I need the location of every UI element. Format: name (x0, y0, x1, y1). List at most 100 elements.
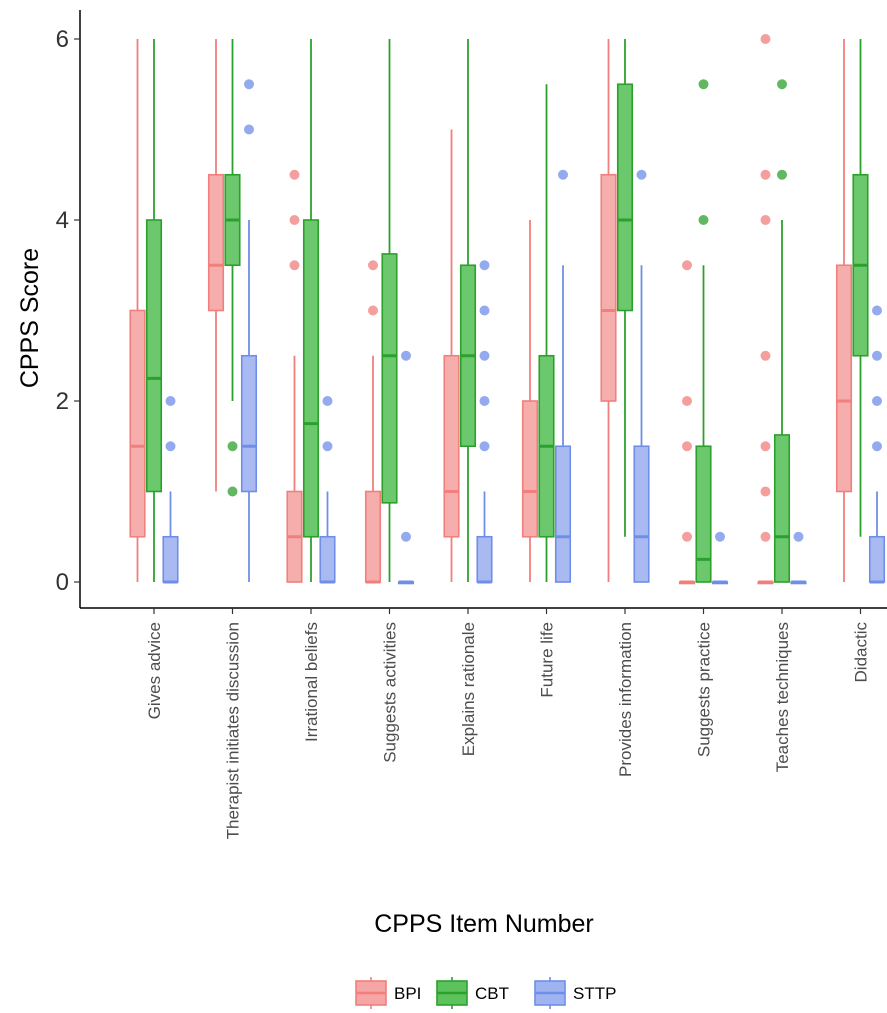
box-body (556, 446, 571, 582)
legend: BPI CBT STTP (356, 977, 616, 1009)
outlier-point (401, 351, 411, 361)
box-body (696, 446, 711, 582)
outlier-point (761, 487, 771, 497)
box-body (870, 537, 885, 582)
box-body (163, 537, 178, 582)
x-tick-label: Explains rationale (459, 622, 478, 756)
x-tick-label: Didactic (852, 622, 871, 683)
box-bpi-5 (523, 220, 538, 582)
outlier-point (715, 532, 725, 542)
outlier-point (166, 441, 176, 451)
x-axis: Gives advice Therapist initiates discussi… (80, 608, 887, 839)
x-tick-label: Future life (538, 622, 557, 698)
x-tick-label: Suggests practice (695, 622, 714, 757)
outlier-point (637, 170, 647, 180)
box-body (618, 84, 633, 310)
box-sttp-4 (477, 260, 492, 582)
box-bpi-6 (601, 39, 616, 582)
box-bpi-2 (287, 170, 302, 582)
y-axis: 0246 (56, 10, 80, 608)
box-bpi-3 (366, 260, 381, 582)
outlier-point (761, 170, 771, 180)
box-cbt-8 (775, 79, 790, 582)
y-axis-title: CPPS Score (16, 248, 44, 388)
outlier-point (761, 441, 771, 451)
box-bpi-4 (444, 130, 459, 583)
box-cbt-7 (696, 79, 711, 582)
outlier-point (480, 396, 490, 406)
outlier-point (290, 260, 300, 270)
outlier-point (794, 532, 804, 542)
box-body (634, 446, 649, 582)
outlier-point (480, 260, 490, 270)
box-sttp-5 (556, 170, 571, 582)
x-tick-label: Provides information (616, 622, 635, 777)
y-tick-label: 2 (56, 388, 69, 415)
outlier-point (290, 215, 300, 225)
outlier-point (761, 34, 771, 44)
box-body (601, 175, 616, 401)
box-sttp-8 (791, 532, 806, 584)
box-sttp-1 (242, 79, 257, 582)
box-bpi-7 (680, 260, 695, 583)
outlier-point (682, 396, 692, 406)
box-cbt-0 (147, 39, 162, 582)
outlier-point (323, 396, 333, 406)
box-cbt-4 (461, 39, 476, 582)
outlier-point (323, 441, 333, 451)
box-body (242, 356, 257, 492)
outlier-point (228, 441, 238, 451)
box-body (147, 220, 162, 492)
box-cbt-1 (225, 39, 240, 497)
outlier-point (682, 532, 692, 542)
plot-area (130, 34, 884, 584)
outlier-point (872, 351, 882, 361)
x-tick-label: Suggests activities (381, 622, 400, 763)
outlier-point (558, 170, 568, 180)
outlier-point (480, 351, 490, 361)
box-body (209, 175, 224, 311)
outlier-point (480, 306, 490, 316)
x-axis-title: CPPS Item Number (374, 910, 594, 938)
box-bpi-8 (758, 34, 773, 584)
x-tick-label: Teaches techniques (773, 622, 792, 772)
box-cbt-6 (618, 39, 633, 537)
box-body (366, 492, 381, 583)
outlier-point (761, 351, 771, 361)
box-bpi-1 (209, 39, 224, 492)
outlier-point (682, 260, 692, 270)
series-bpi (130, 34, 851, 584)
y-tick-label: 4 (56, 207, 69, 234)
box-body (837, 265, 852, 491)
box-sttp-0 (163, 396, 178, 582)
legend-item-sttp: STTP (535, 977, 616, 1009)
outlier-point (872, 396, 882, 406)
box-body (523, 401, 538, 537)
box-sttp-9 (870, 306, 885, 583)
outlier-point (761, 532, 771, 542)
box-body (477, 537, 492, 582)
outlier-point (290, 170, 300, 180)
outlier-point (228, 487, 238, 497)
series-cbt (147, 39, 868, 582)
box-cbt-2 (304, 39, 319, 582)
box-cbt-3 (382, 39, 397, 582)
outlier-point (682, 441, 692, 451)
outlier-point (480, 441, 490, 451)
box-body (320, 537, 335, 582)
y-tick-label: 6 (56, 26, 69, 53)
box-body (304, 220, 319, 537)
box-body (130, 311, 145, 537)
legend-item-bpi: BPI (356, 977, 421, 1009)
legend-label: BPI (394, 984, 421, 1003)
box-body (775, 435, 790, 582)
box-cbt-9 (853, 39, 868, 537)
box-sttp-6 (634, 170, 649, 582)
x-tick-label: Therapist initiates discussion (224, 622, 243, 839)
outlier-point (872, 441, 882, 451)
box-sttp-7 (713, 532, 728, 584)
box-bpi-0 (130, 39, 145, 582)
legend-label: CBT (475, 984, 509, 1003)
box-sttp-2 (320, 396, 335, 582)
outlier-point (777, 170, 787, 180)
